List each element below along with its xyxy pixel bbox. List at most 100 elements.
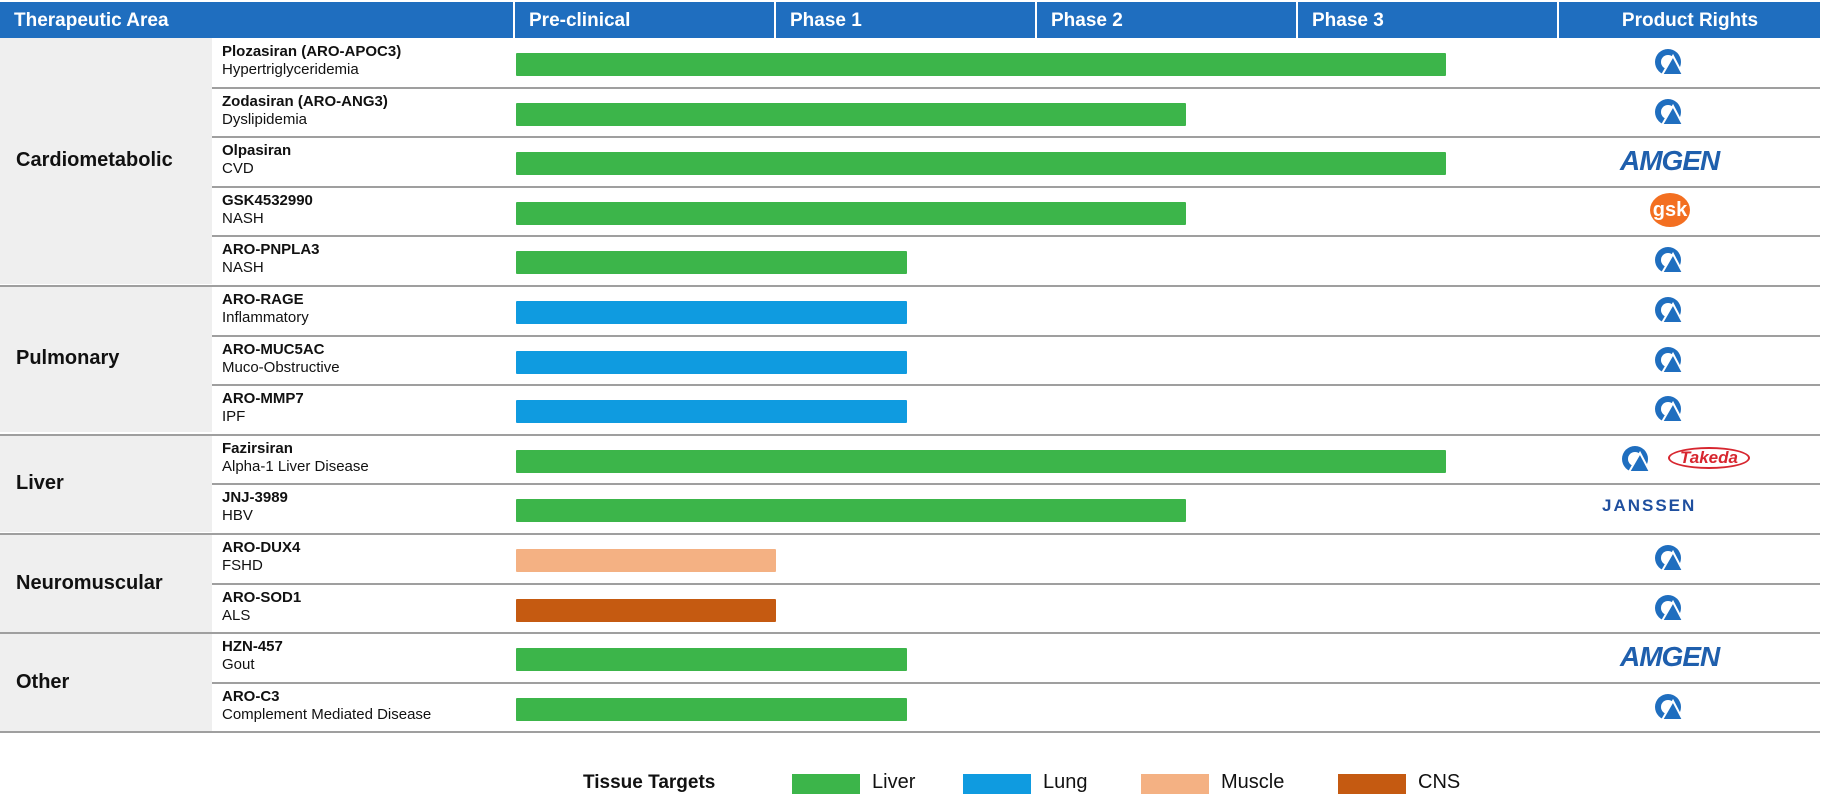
- area-label: Other: [16, 671, 70, 693]
- progress-bar: [516, 449, 1446, 473]
- legend-label-cns: CNS: [1418, 771, 1461, 793]
- arrowhead-logo-icon: [1655, 346, 1685, 374]
- amgen-logo: AMGEN: [1620, 641, 1720, 673]
- header-phase-3: Phase 3: [1312, 10, 1384, 31]
- indication: NASH: [222, 259, 264, 277]
- arrowhead-logo-icon: [1655, 49, 1685, 76]
- drug-name: GSK4532990: [222, 191, 313, 209]
- indication: Alpha-1 Liver Disease: [222, 457, 369, 475]
- drug-name: Olpasiran: [222, 142, 292, 160]
- header-separator: [1557, 2, 1559, 38]
- arrowhead-logo-icon: [1655, 396, 1685, 424]
- indication: Dyslipidemia: [222, 110, 308, 128]
- area-divider: [0, 632, 1820, 634]
- drug-name: HZN-457: [222, 638, 283, 656]
- indication: ALS: [222, 606, 251, 624]
- arrowhead-logo-icon: [1655, 594, 1685, 622]
- drug-name: ARO-MUC5AC: [222, 340, 325, 358]
- area-neuromuscular: Neuromuscular: [0, 534, 212, 632]
- progress-bar: [516, 648, 907, 672]
- area-label: Liver: [16, 472, 64, 494]
- progress-bar: [516, 598, 776, 622]
- area-divider: [0, 434, 1820, 436]
- janssen-logo: JANSSEN: [1602, 496, 1697, 516]
- drug-name: ARO-SOD1: [222, 588, 302, 606]
- progress-bar: [516, 53, 1446, 76]
- indication: Inflammatory: [222, 309, 309, 326]
- drug-name: JNJ-3989: [222, 489, 288, 507]
- indication: HBV: [222, 507, 253, 525]
- takeda-logo: Takeda: [1668, 446, 1750, 469]
- indication: FSHD: [222, 557, 263, 574]
- row-divider: [212, 136, 1820, 138]
- header-separator: [1035, 2, 1037, 38]
- progress-bar: [516, 549, 776, 572]
- drug-name: ARO-RAGE: [222, 291, 304, 308]
- drug-name: ARO-PNPLA3: [222, 241, 320, 259]
- pipeline-header: Therapeutic Area Pre-clinical Phase 1 Ph…: [0, 2, 1820, 38]
- arrowhead-logo-icon: [1655, 297, 1685, 324]
- indication: Muco-Obstructive: [222, 358, 340, 376]
- header-product-rights: Product Rights: [1621, 10, 1759, 31]
- arrowhead-logo-icon: [1655, 247, 1685, 275]
- progress-bar: [516, 697, 907, 721]
- header-separator: [1296, 2, 1298, 38]
- indication: IPF: [222, 408, 246, 426]
- area-label: Pulmonary: [16, 347, 120, 369]
- arrowhead-logo-icon: [1622, 445, 1652, 473]
- indication: Hypertriglyceridemia: [222, 61, 359, 78]
- header-preclinical: Pre-clinical: [529, 10, 631, 31]
- arrowhead-logo-icon: [1655, 545, 1685, 572]
- progress-bar: [516, 350, 907, 374]
- drug-name: ARO-DUX4: [222, 539, 301, 556]
- row-divider: [212, 186, 1820, 188]
- area-divider: [0, 533, 1820, 535]
- legend-swatch-muscle: [1141, 774, 1209, 794]
- progress-bar: [516, 400, 907, 424]
- area-cardiometabolic: Cardiometabolic: [0, 38, 212, 284]
- row-divider: [212, 384, 1820, 386]
- area-liver: Liver: [0, 434, 212, 532]
- row-divider: [212, 87, 1820, 89]
- progress-bar: [516, 102, 1186, 126]
- area-other: Other: [0, 634, 212, 732]
- progress-bar: [516, 499, 1186, 523]
- area-pulmonary: Pulmonary: [0, 286, 212, 432]
- row-divider: [212, 235, 1820, 237]
- row-divider: [212, 483, 1820, 485]
- gsk-logo: gsk: [1650, 192, 1690, 227]
- progress-bar: [516, 251, 907, 275]
- legend-swatch-cns: [1338, 774, 1406, 794]
- drug-name: Plozasiran (ARO-APOC3): [222, 43, 402, 60]
- progress-bar: [516, 201, 1186, 225]
- drug-name: Fazirsiran: [222, 439, 293, 457]
- header-separator: [513, 2, 515, 38]
- arrowhead-logo-icon: [1655, 98, 1685, 126]
- amgen-logo: AMGEN: [1620, 145, 1720, 177]
- indication: Gout: [222, 656, 255, 674]
- legend-label-muscle: Muscle: [1221, 771, 1285, 793]
- row-divider: [212, 682, 1820, 684]
- header-phase-1: Phase 1: [790, 10, 862, 31]
- progress-bar: [516, 301, 907, 324]
- drug-name: ARO-MMP7: [222, 390, 304, 408]
- row-divider: [212, 335, 1820, 337]
- legend-swatch-lung: [963, 774, 1031, 794]
- legend-label-liver: Liver: [872, 771, 916, 793]
- drug-name: Zodasiran (ARO-ANG3): [222, 92, 388, 110]
- drug-name: ARO-C3: [222, 687, 280, 705]
- progress-bar: [516, 152, 1446, 176]
- header-separator: [774, 2, 776, 38]
- indication: Complement Mediated Disease: [222, 705, 432, 723]
- arrowhead-logo-icon: [1655, 693, 1685, 721]
- header-phase-2: Phase 2: [1051, 10, 1123, 31]
- area-label: Neuromuscular: [16, 572, 163, 594]
- legend-label-lung: Lung: [1043, 771, 1088, 793]
- area-label: Cardiometabolic: [16, 149, 173, 171]
- legend-title: Tissue Targets: [583, 772, 716, 793]
- area-divider: [0, 731, 1820, 733]
- row-divider: [212, 583, 1820, 585]
- header-therapeutic-area: Therapeutic Area: [14, 10, 169, 31]
- indication: NASH: [222, 209, 264, 227]
- area-divider: [0, 285, 1820, 287]
